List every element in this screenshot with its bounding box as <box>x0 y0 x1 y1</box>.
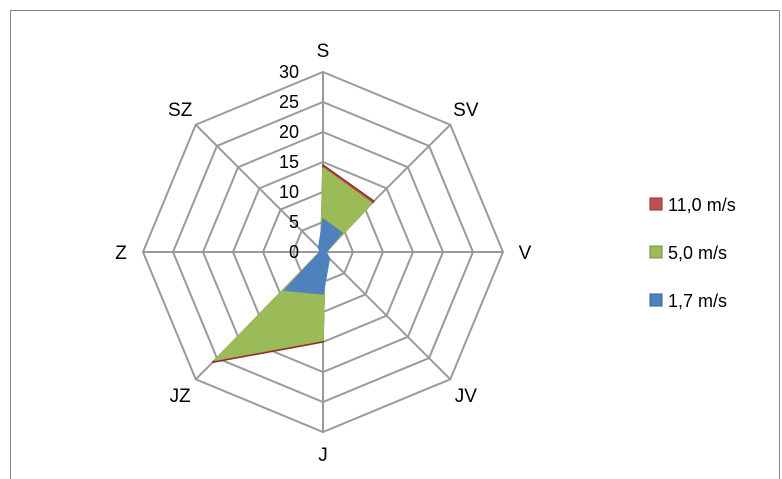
axis-labels: S SV V JV J JZ Z SZ <box>115 41 531 466</box>
spoke-JV <box>322 251 451 380</box>
axis-label-J: J <box>318 445 328 466</box>
legend-swatch-1 <box>649 245 663 259</box>
series-area-2 <box>284 218 343 295</box>
axis-label-SV: SV <box>453 100 479 121</box>
legend-label-1: 5,0 m/s <box>668 243 727 263</box>
axis-label-SZ: SZ <box>168 100 193 121</box>
legend: 11,0 m/s 5,0 m/s 1,7 m/s <box>649 195 736 311</box>
spoke-SZ <box>195 124 324 253</box>
legend-swatch-0 <box>649 197 663 211</box>
tick-labels: 0 5 10 15 20 25 30 <box>279 62 299 262</box>
tick-label: 20 <box>279 122 299 142</box>
tick-label: 0 <box>289 242 299 262</box>
legend-swatch-2 <box>649 293 663 307</box>
tick-label: 10 <box>279 182 299 202</box>
axis-label-Z: Z <box>115 243 127 264</box>
axis-label-V: V <box>519 243 532 264</box>
legend-label-0: 11,0 m/s <box>668 195 736 215</box>
tick-label: 25 <box>279 92 299 112</box>
legend-label-2: 1,7 m/s <box>668 291 727 311</box>
axis-label-JV: JV <box>455 386 478 407</box>
tick-label: 30 <box>279 62 299 82</box>
series-layer <box>211 164 375 364</box>
tick-label: 15 <box>279 152 299 172</box>
axis-label-JZ: JZ <box>170 386 192 407</box>
tick-label: 5 <box>289 212 299 232</box>
chart-frame <box>10 10 780 479</box>
axis-label-S: S <box>317 41 330 62</box>
